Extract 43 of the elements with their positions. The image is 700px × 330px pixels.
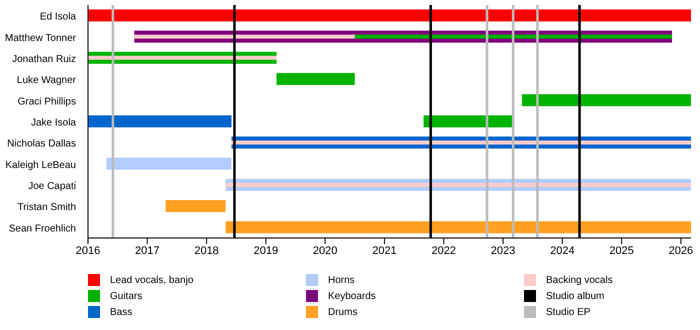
y-tick-label: Matthew Tonner [5,32,77,44]
y-tick-label: Kaleigh LeBeau [5,160,76,171]
legend-label: Bass [110,306,132,318]
x-tick-label: 2021 [372,244,397,257]
legend-label: Lead vocals, banjo [110,274,194,286]
bar [88,56,277,60]
bar [134,34,355,39]
y-tick-label: Luke Wagner [16,75,77,86]
bar [88,9,691,22]
x-tick-label: 2026 [668,244,694,257]
bar [522,94,691,106]
x-tick-label: 2017 [135,244,160,257]
y-tick-label: Graci Phillips [18,96,76,108]
bar [231,140,691,145]
bar [88,115,232,128]
x-tick-label: 2019 [254,244,278,257]
bar [226,182,691,187]
y-tick-label: Joe Capati [28,181,76,192]
x-tick-label: 2016 [76,244,100,257]
x-tick-label: 2020 [312,244,338,257]
bar [226,221,691,234]
bar [166,200,226,212]
legend-label: Drums [328,306,358,318]
bar [106,158,232,170]
y-tick-label: Ed Isola [40,12,76,23]
x-tick-label: 2018 [194,244,219,257]
bar [424,115,514,128]
legend-label: Studio album [546,290,604,302]
x-tick-label: 2023 [490,244,516,257]
y-tick-label: Tristan Smith [17,202,76,214]
y-tick-label: Sean Froehlich [8,223,76,234]
x-tick-label: 2022 [432,244,456,257]
y-tick-label: Jake Isola [30,118,76,128]
legend-label: Backing vocals [546,274,613,286]
y-tick-label: Nicholas Dallas [7,138,76,150]
y-tick-label: Jonathan Ruiz [12,54,76,65]
legend-label: Horns [328,274,355,286]
legend-label: Guitars [110,290,142,302]
legend-label: Keyboards [328,290,376,302]
x-tick-label: 2024 [550,244,575,257]
legend-label: Studio EP [546,306,590,318]
bar [276,72,355,85]
x-tick-label: 2025 [609,244,634,257]
